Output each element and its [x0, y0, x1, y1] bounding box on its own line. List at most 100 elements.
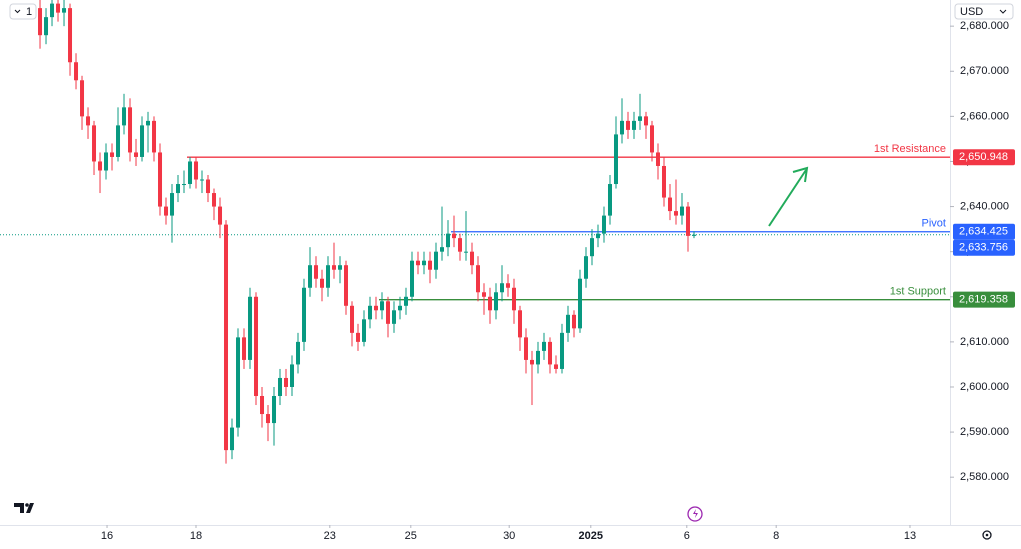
candle-body [475, 265, 480, 293]
candle-body [440, 247, 445, 252]
candle-body [152, 120, 157, 153]
y-tick-label: 2,660.000 [960, 110, 1009, 122]
candle-body [176, 184, 181, 194]
candle-body [344, 265, 349, 306]
candle-body [164, 206, 169, 216]
x-tick-label: 2025 [579, 530, 603, 542]
currency-box[interactable] [954, 3, 1014, 20]
logo-dot [25, 503, 29, 507]
candle-body [206, 179, 211, 194]
candle-body [607, 184, 612, 216]
candle-body [104, 152, 109, 171]
candle-body [691, 234, 696, 236]
y-tick-label: 2,600.000 [960, 381, 1009, 393]
candle-body [631, 120, 636, 130]
interval-button[interactable]: 1 [9, 3, 37, 20]
candle-body [50, 3, 55, 18]
candle-body [380, 301, 385, 311]
candle-body [499, 283, 504, 293]
candle-body [80, 80, 85, 117]
candle-body [188, 161, 193, 185]
candle-body [487, 296, 492, 311]
x-tick-label: 23 [324, 530, 336, 542]
level-price-label: 2,634.425 [959, 226, 1008, 238]
candle-body [679, 206, 684, 216]
candle-body [416, 260, 421, 266]
candle-body [428, 260, 433, 270]
candle-body [44, 17, 49, 36]
candle-body [517, 310, 522, 338]
candle-body [422, 260, 427, 266]
candle-body [302, 287, 307, 342]
candle-body [398, 305, 403, 311]
candle-body [434, 251, 439, 270]
candle-body [194, 161, 199, 180]
x-tick-label: 18 [190, 530, 202, 542]
candle-body [230, 427, 235, 451]
gear[interactable] [982, 530, 992, 540]
candle-body [589, 238, 594, 257]
level-name: Pivot [922, 218, 946, 230]
candle-body [200, 179, 205, 181]
candle-body [158, 152, 163, 207]
candle-body [601, 215, 606, 234]
candle-body [386, 301, 391, 324]
candle-body [410, 260, 415, 297]
x-tick-label: 16 [101, 530, 113, 542]
candle-body [338, 265, 343, 270]
candle-body [619, 120, 624, 135]
candle-body [110, 152, 115, 157]
currency-button[interactable]: USD [954, 3, 1014, 20]
candle-body [541, 341, 546, 351]
events-icon[interactable] [687, 506, 703, 522]
chevron [14, 9, 21, 14]
candle-body [332, 265, 337, 270]
level-price-label: 2,619.358 [959, 294, 1008, 306]
y-tick-label: 2,670.000 [960, 65, 1009, 77]
candle-body [356, 332, 361, 342]
candle-body [350, 305, 355, 333]
interval-box[interactable] [9, 3, 37, 20]
candle-body [272, 396, 277, 424]
logo-shape [14, 503, 34, 513]
candle-body [74, 62, 79, 81]
candle-body [452, 233, 457, 239]
candle-body [278, 377, 283, 397]
candle-body [326, 265, 331, 288]
last-price-label: 2,633.756 [959, 242, 1008, 254]
candle-body [547, 341, 552, 365]
candle-body [134, 152, 139, 157]
candle-body [122, 107, 127, 126]
candle-body [661, 165, 666, 198]
candle-body [571, 314, 576, 329]
candle-body [242, 337, 247, 360]
level-price-label: 2,650.948 [959, 151, 1008, 163]
candle-body [38, 8, 43, 36]
candle-body [368, 305, 373, 320]
candle-body [625, 120, 630, 130]
candle-body [86, 116, 91, 126]
candle-body [140, 125, 145, 157]
candle-body [128, 107, 133, 153]
candle-body [535, 350, 540, 365]
candle-body [595, 233, 600, 239]
tradingview-logo [14, 503, 34, 513]
candle-body [170, 193, 175, 216]
gear-center [985, 533, 989, 537]
candle-body [68, 8, 73, 63]
bolt [693, 509, 698, 518]
candle-body [98, 161, 103, 171]
settings-icon[interactable] [982, 530, 992, 540]
candle-body [254, 296, 259, 397]
candle-body [565, 314, 570, 333]
candle-body [374, 305, 379, 311]
candle-body [62, 8, 67, 13]
currency-label: USD [960, 6, 983, 18]
candle-body [511, 287, 516, 311]
candle-body [212, 193, 217, 207]
candle-body [583, 256, 588, 279]
candle-body [505, 283, 510, 288]
candle-body [290, 364, 295, 387]
candle-body [667, 197, 672, 212]
